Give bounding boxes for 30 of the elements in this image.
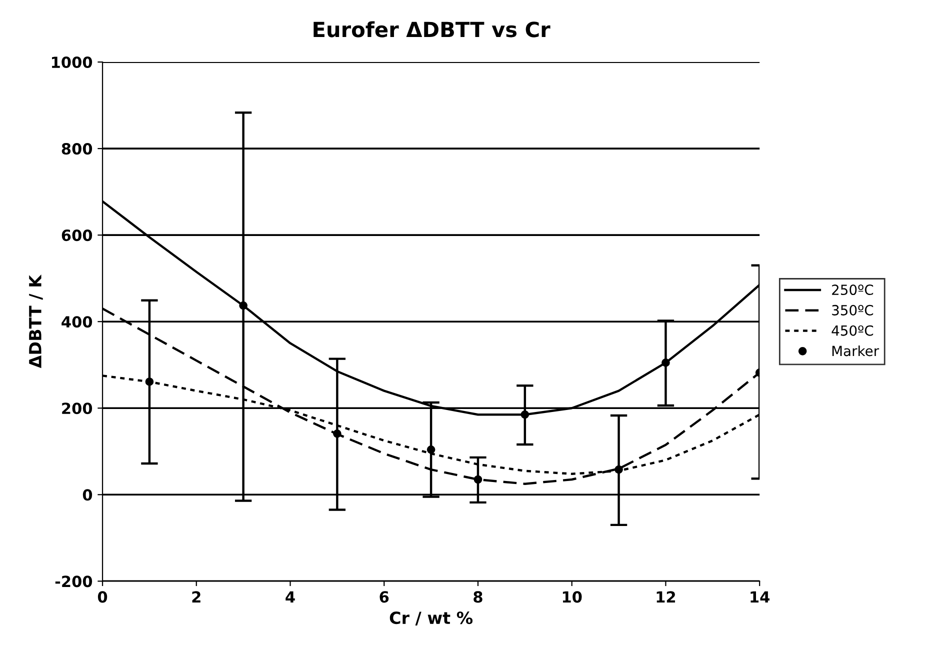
x-tick-label: 0 xyxy=(98,591,108,603)
point xyxy=(239,301,248,310)
legend-label: 450ºC xyxy=(832,325,874,336)
y-tick-label: 200 xyxy=(62,402,92,414)
x-tick-label: 4 xyxy=(286,591,295,602)
x-tick-label: 12 xyxy=(656,591,676,602)
y-tick-label: 0 xyxy=(82,489,92,501)
point xyxy=(145,378,154,386)
y-tick-label: 600 xyxy=(62,230,92,242)
legend-label: 250ºC xyxy=(832,284,874,296)
point xyxy=(662,358,670,367)
y-tick-label: 1000 xyxy=(52,56,92,68)
x-tick-label: 10 xyxy=(562,591,582,603)
point xyxy=(614,465,623,474)
legend-label: 350ºC xyxy=(832,304,874,316)
y-tick-label: 400 xyxy=(62,316,92,328)
point xyxy=(333,429,342,438)
y-axis-title: ΔDBTT / K xyxy=(29,274,43,368)
y-tick-label: 800 xyxy=(62,143,92,155)
x-tick-label: 8 xyxy=(474,591,482,603)
x-tick-label: 2 xyxy=(192,591,200,602)
point xyxy=(426,445,436,454)
chart-title: Eurofer ΔDBTT vs Cr xyxy=(314,21,550,38)
y-tick-label: -200 xyxy=(55,576,92,588)
point xyxy=(474,475,482,484)
point xyxy=(520,410,530,419)
legend-label: Marker xyxy=(832,345,880,356)
x-axis-title: Cr / wt % xyxy=(390,612,473,626)
x-tick-label: 14 xyxy=(750,591,770,602)
x-tick-label: 6 xyxy=(380,591,389,603)
